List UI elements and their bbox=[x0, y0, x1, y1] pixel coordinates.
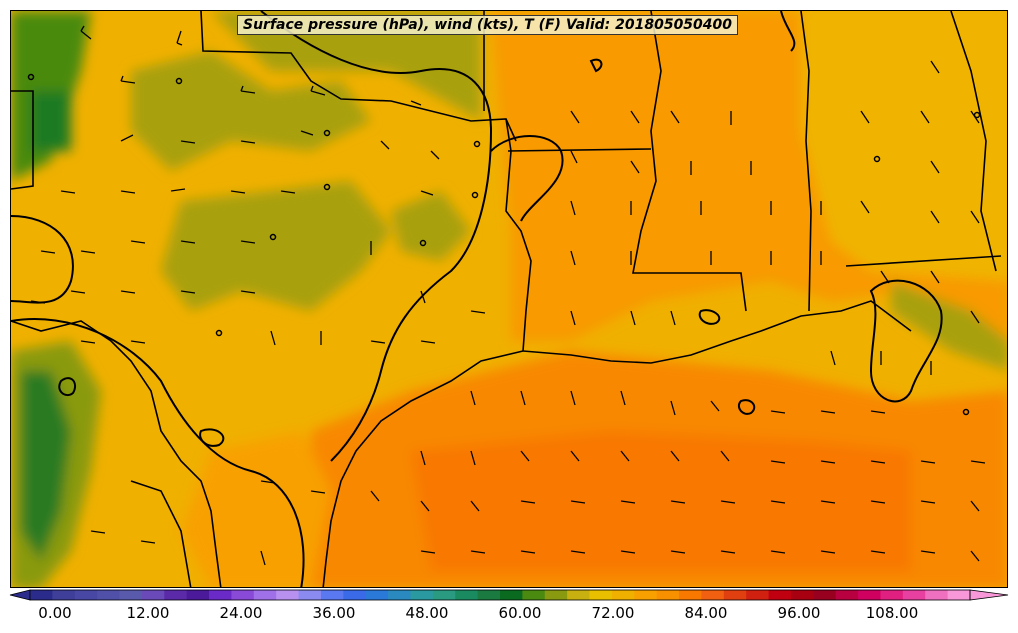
colorbar-tick-label: 0.00 bbox=[38, 604, 72, 622]
calm-wind-circles bbox=[27, 73, 981, 416]
colorbar-tick-label: 96.00 bbox=[777, 604, 821, 622]
colorbar-swatch bbox=[500, 590, 523, 600]
wind-barbs bbox=[30, 25, 986, 566]
colorbar-swatch bbox=[52, 590, 76, 600]
colorbar-swatch bbox=[656, 590, 680, 600]
colorbar-tick-label: 12.00 bbox=[126, 604, 170, 622]
colorbar-swatch bbox=[141, 590, 165, 600]
colorbar-swatch bbox=[74, 590, 98, 600]
colorbar-swatch bbox=[209, 590, 232, 600]
colorbar-extend-max bbox=[969, 589, 1009, 601]
colorbar-swatch bbox=[276, 590, 300, 600]
colorbar-swatch bbox=[947, 590, 971, 600]
map-title: Surface pressure (hPa), wind (kts), T (F… bbox=[237, 15, 739, 35]
colorbar-swatch bbox=[880, 590, 904, 600]
colorbar-tick-label: 36.00 bbox=[312, 604, 356, 622]
colorbar-swatch bbox=[410, 590, 434, 600]
colorbar-swatch bbox=[589, 590, 613, 600]
colorbar-swatch bbox=[231, 590, 255, 600]
colorbar-swatch bbox=[365, 590, 389, 600]
colorbar-swatch bbox=[30, 590, 53, 600]
colorbar-swatch bbox=[522, 590, 546, 600]
colorbar-swatch bbox=[164, 590, 188, 600]
map-panel bbox=[10, 10, 1008, 588]
colorbar-swatch bbox=[611, 590, 635, 600]
colorbar-tick-label: 60.00 bbox=[498, 604, 542, 622]
colorbar-swatch bbox=[320, 590, 344, 600]
colorbar-swatch bbox=[723, 590, 747, 600]
colorbar-swatch bbox=[567, 590, 591, 600]
colorbar-tick-label: 24.00 bbox=[219, 604, 263, 622]
colorbar-swatch bbox=[902, 590, 926, 600]
colorbar-swatch bbox=[835, 590, 859, 600]
colorbar-tick-label: 48.00 bbox=[405, 604, 449, 622]
colorbar-swatch bbox=[858, 590, 881, 600]
colorbar-swatch bbox=[679, 590, 702, 600]
colorbar-swatch bbox=[388, 590, 411, 600]
weather-map bbox=[11, 11, 1007, 587]
colorbar-swatch bbox=[97, 590, 121, 600]
colorbar-swatch bbox=[477, 590, 501, 600]
colorbar bbox=[9, 589, 1009, 601]
colorbar-tick-label: 108.00 bbox=[865, 604, 919, 622]
colorbar-outline bbox=[29, 589, 971, 601]
colorbar-swatch bbox=[343, 590, 367, 600]
colorbar-tick-label: 72.00 bbox=[591, 604, 635, 622]
colorbar-extend-min bbox=[9, 589, 31, 601]
colorbar-swatch bbox=[790, 590, 814, 600]
colorbar-swatch bbox=[455, 590, 479, 600]
colorbar-swatch bbox=[186, 590, 210, 600]
colorbar-swatch bbox=[544, 590, 568, 600]
colorbar-swatch bbox=[925, 590, 949, 600]
colorbar-tick-label: 84.00 bbox=[684, 604, 728, 622]
colorbar-swatch bbox=[701, 590, 725, 600]
temperature-field bbox=[11, 11, 1007, 587]
colorbar-swatch bbox=[298, 590, 322, 600]
colorbar-swatch bbox=[432, 590, 456, 600]
colorbar-swatch bbox=[768, 590, 792, 600]
colorbar-swatch bbox=[813, 590, 837, 600]
colorbar-swatch bbox=[253, 590, 277, 600]
colorbar-swatch bbox=[746, 590, 770, 600]
colorbar-swatch bbox=[634, 590, 658, 600]
pressure-contours bbox=[11, 11, 943, 587]
colorbar-swatch bbox=[119, 590, 143, 600]
